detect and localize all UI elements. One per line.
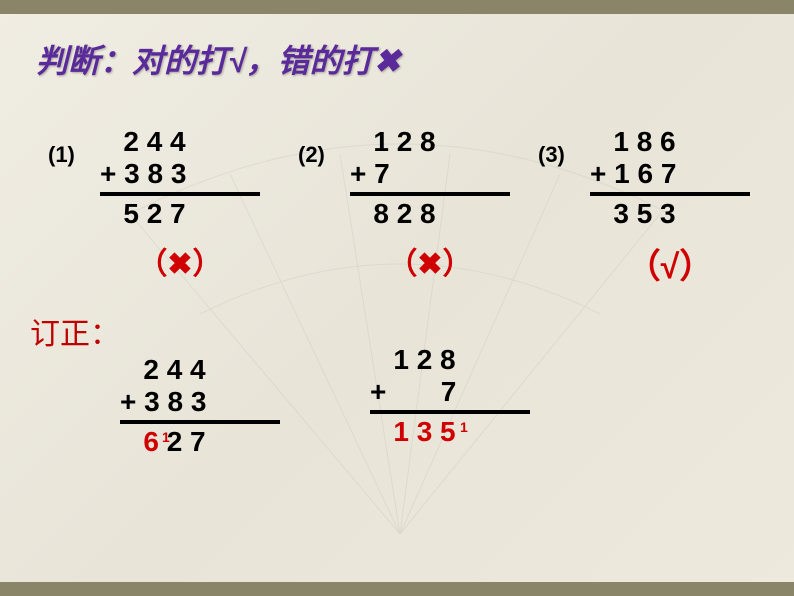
p2-add: + 7	[350, 158, 510, 190]
correction-1: 2 4 4 + 3 8 3 6 2 7	[120, 354, 280, 459]
c2-result: 1 3 5	[370, 416, 530, 448]
c1-top: 2 4 4	[120, 354, 280, 386]
label-1: (1)	[48, 142, 75, 168]
c1-line	[120, 420, 280, 424]
c2-line	[370, 410, 530, 414]
p1-mark: （✖）	[100, 239, 260, 283]
p3-line	[590, 192, 750, 196]
problem-1: 2 4 4 + 3 8 3 5 2 7 （✖）	[100, 126, 260, 283]
correction-label: 订正：	[30, 309, 120, 353]
p1-line	[100, 192, 260, 196]
label-3: (3)	[538, 142, 565, 168]
p3-mark: （√）	[590, 239, 750, 288]
p2-mark: （✖）	[350, 239, 510, 283]
p3-top: 1 8 6	[590, 126, 750, 158]
problem-3: 1 8 6 + 1 6 7 3 5 3 （√）	[590, 126, 750, 288]
c2-add: + 7	[370, 376, 530, 408]
p1-result: 5 2 7	[100, 198, 260, 230]
p2-result: 8 2 8	[350, 198, 510, 230]
p1-add: + 3 8 3	[100, 158, 260, 190]
p2-top: 1 2 8	[350, 126, 510, 158]
p2-line	[350, 192, 510, 196]
p3-add: + 1 6 7	[590, 158, 750, 190]
problem-2: 1 2 8 + 7 8 2 8 （✖）	[350, 126, 510, 283]
p1-top: 2 4 4	[100, 126, 260, 158]
c1-red: 6	[143, 426, 159, 457]
correction-2: 1 2 8 + 7 1 3 5	[370, 344, 530, 449]
c1-carry: 1	[162, 429, 170, 445]
c2-carry: 1	[460, 419, 468, 435]
p3-result: 3 5 3	[590, 198, 750, 230]
label-2: (2)	[298, 142, 325, 168]
c2-top: 1 2 8	[370, 344, 530, 376]
c1-result-line: 6 2 7	[120, 426, 280, 458]
c1-add: + 3 8 3	[120, 386, 280, 418]
instruction-title: 判断：对的打√，错的打✖	[36, 36, 400, 82]
